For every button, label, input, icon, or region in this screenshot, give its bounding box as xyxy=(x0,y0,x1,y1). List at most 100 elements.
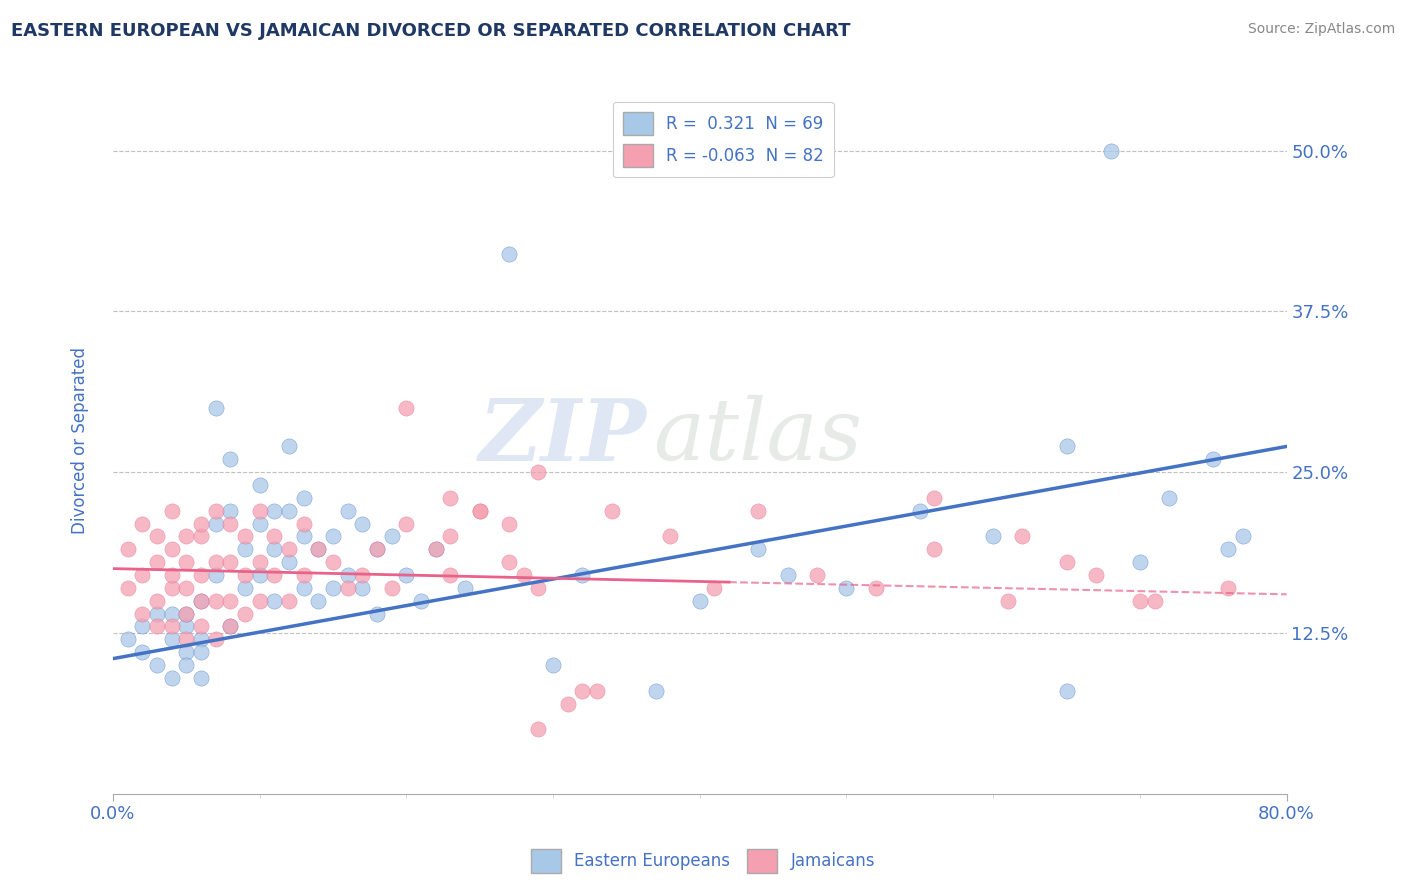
Point xyxy=(204,568,226,582)
Point xyxy=(439,491,461,505)
Point xyxy=(924,491,946,505)
Point xyxy=(395,568,418,582)
Point xyxy=(571,683,593,698)
Point xyxy=(307,542,329,557)
Point xyxy=(160,619,183,633)
Point xyxy=(1056,683,1078,698)
Point xyxy=(233,568,256,582)
Point xyxy=(190,529,212,543)
Point xyxy=(644,683,666,698)
Point xyxy=(776,568,799,582)
Point xyxy=(219,504,242,518)
Point xyxy=(806,568,828,582)
Point xyxy=(366,607,388,621)
Point xyxy=(1056,440,1078,454)
Point xyxy=(219,594,242,608)
Point xyxy=(219,555,242,569)
Point xyxy=(174,555,197,569)
Point xyxy=(439,568,461,582)
Point xyxy=(263,504,285,518)
Point xyxy=(527,465,550,479)
Point xyxy=(1216,542,1239,557)
Point xyxy=(600,504,623,518)
Point xyxy=(307,542,329,557)
Point xyxy=(703,581,725,595)
Point xyxy=(160,671,183,685)
Point xyxy=(1129,555,1152,569)
Point xyxy=(425,542,447,557)
Point xyxy=(336,581,359,595)
Point xyxy=(190,671,212,685)
Point xyxy=(146,529,169,543)
Point xyxy=(277,555,299,569)
Point xyxy=(322,529,344,543)
Point xyxy=(219,516,242,531)
Point xyxy=(277,504,299,518)
Point xyxy=(1143,594,1166,608)
Point xyxy=(1159,491,1181,505)
Point xyxy=(908,504,931,518)
Point xyxy=(249,504,271,518)
Point xyxy=(366,542,388,557)
Point xyxy=(204,401,226,415)
Point xyxy=(174,658,197,673)
Point xyxy=(468,504,491,518)
Text: EASTERN EUROPEAN VS JAMAICAN DIVORCED OR SEPARATED CORRELATION CHART: EASTERN EUROPEAN VS JAMAICAN DIVORCED OR… xyxy=(11,22,851,40)
Point xyxy=(997,594,1019,608)
Point xyxy=(307,594,329,608)
Point xyxy=(190,619,212,633)
Point xyxy=(292,516,315,531)
Point xyxy=(292,491,315,505)
Point xyxy=(131,619,153,633)
Point xyxy=(865,581,887,595)
Point xyxy=(292,529,315,543)
Text: ZIP: ZIP xyxy=(479,395,647,478)
Point xyxy=(174,581,197,595)
Point xyxy=(160,504,183,518)
Point xyxy=(117,632,139,647)
Point xyxy=(1084,568,1107,582)
Point xyxy=(498,246,520,260)
Point xyxy=(263,568,285,582)
Point xyxy=(571,568,593,582)
Point xyxy=(322,555,344,569)
Point xyxy=(1232,529,1254,543)
Point xyxy=(381,529,404,543)
Point xyxy=(190,632,212,647)
Point xyxy=(219,619,242,633)
Point xyxy=(1099,144,1122,158)
Point xyxy=(249,516,271,531)
Point xyxy=(233,607,256,621)
Point xyxy=(190,594,212,608)
Point xyxy=(352,581,374,595)
Point xyxy=(160,542,183,557)
Point xyxy=(924,542,946,557)
Point xyxy=(512,568,534,582)
Point xyxy=(219,452,242,467)
Point xyxy=(322,581,344,595)
Point xyxy=(174,645,197,659)
Point xyxy=(190,645,212,659)
Point xyxy=(117,581,139,595)
Text: Source: ZipAtlas.com: Source: ZipAtlas.com xyxy=(1247,22,1395,37)
Legend: Eastern Europeans, Jamaicans: Eastern Europeans, Jamaicans xyxy=(524,842,882,880)
Point xyxy=(204,632,226,647)
Point xyxy=(263,542,285,557)
Point xyxy=(219,619,242,633)
Point xyxy=(425,542,447,557)
Point xyxy=(160,632,183,647)
Point xyxy=(131,645,153,659)
Point xyxy=(174,632,197,647)
Point xyxy=(190,594,212,608)
Legend: R =  0.321  N = 69, R = -0.063  N = 82: R = 0.321 N = 69, R = -0.063 N = 82 xyxy=(613,102,834,178)
Point xyxy=(352,568,374,582)
Point xyxy=(292,581,315,595)
Point xyxy=(146,658,169,673)
Point xyxy=(174,529,197,543)
Point xyxy=(249,568,271,582)
Point xyxy=(160,607,183,621)
Point xyxy=(1129,594,1152,608)
Point xyxy=(747,504,769,518)
Point xyxy=(541,658,564,673)
Point xyxy=(233,529,256,543)
